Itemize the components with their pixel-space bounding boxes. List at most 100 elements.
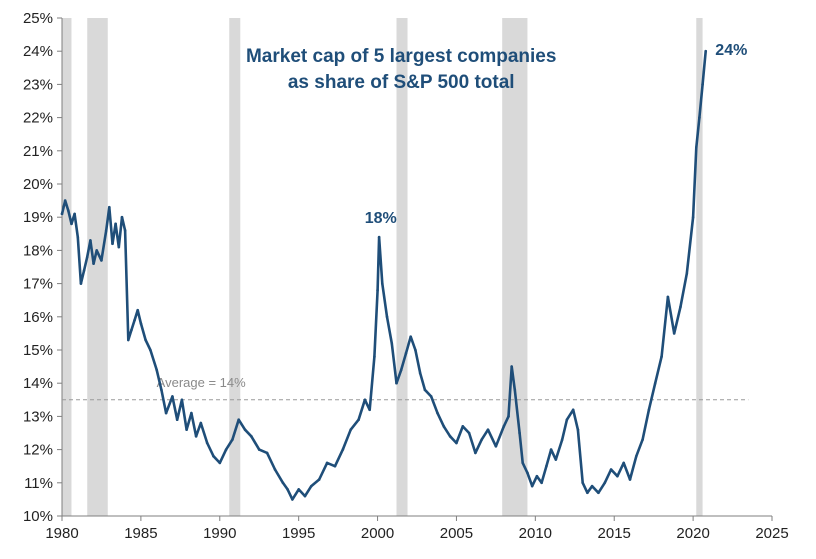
data-point [139, 322, 143, 325]
data-point [507, 415, 510, 418]
data-point [265, 451, 269, 455]
data-point [291, 498, 294, 501]
data-point [622, 461, 625, 465]
data-point [144, 338, 147, 342]
y-tick-label: 15% [23, 342, 53, 359]
x-tick-label: 1980 [45, 525, 78, 542]
data-point [455, 441, 458, 445]
data-point [647, 408, 651, 412]
data-point [100, 259, 103, 262]
recession-band [229, 18, 241, 516]
data-point [660, 355, 663, 358]
data-point [67, 209, 70, 212]
data-point [628, 478, 632, 481]
y-tick-label: 23% [23, 76, 53, 93]
recession-band [696, 18, 703, 516]
data-point [571, 408, 575, 412]
y-tick-label: 14% [23, 375, 53, 392]
y-tick-label: 12% [23, 442, 53, 459]
data-point [380, 282, 384, 285]
y-tick-label: 25% [23, 10, 53, 27]
recession-band [502, 18, 528, 516]
data-point [224, 448, 228, 451]
data-point [409, 335, 412, 339]
data-point [212, 454, 215, 458]
data-point [704, 49, 708, 53]
data-point [423, 388, 427, 392]
data-point [117, 245, 121, 249]
chart-title-line: as share of S&P 500 total [288, 72, 515, 93]
data-point [513, 388, 517, 392]
y-tick-label: 24% [23, 43, 53, 60]
data-point [590, 484, 594, 488]
y-tick-label: 22% [23, 110, 53, 127]
average-line-group: Average = 14% [62, 375, 749, 401]
data-point [535, 474, 539, 478]
data-point [218, 461, 222, 465]
data-point [92, 262, 95, 265]
y-tick-label: 11% [24, 475, 53, 492]
axes: 10% 11% 12% 13% 14% 15% 16% 17% 18% 19% 20% 21% 22% 2… [23, 10, 789, 542]
x-tick-label: 2000 [361, 525, 394, 542]
data-point [502, 425, 506, 428]
data-point [349, 428, 353, 431]
data-point [616, 474, 619, 478]
data-point [63, 199, 67, 202]
data-point [480, 438, 483, 441]
data-point [317, 478, 321, 481]
data-point [136, 308, 140, 312]
data-point [114, 222, 117, 226]
data-point [474, 451, 477, 455]
data-point [461, 425, 465, 428]
chart-title-line: Market cap of 5 largest companies [246, 46, 556, 67]
recession-band [87, 18, 108, 516]
y-tick-label: 17% [23, 276, 53, 293]
data-point [333, 464, 337, 468]
data-point [399, 368, 403, 372]
data-point [185, 428, 188, 431]
x-tick-label: 2020 [676, 525, 709, 542]
data-point [395, 381, 398, 385]
data-point [82, 269, 86, 272]
data-point [149, 348, 152, 352]
data-point [685, 272, 689, 275]
x-tick-label: 1985 [124, 525, 157, 542]
data-point [164, 411, 168, 415]
data-point [436, 411, 439, 415]
x-tick-label: 1990 [203, 525, 236, 542]
data-point [701, 83, 704, 86]
data-point [76, 235, 80, 239]
data-point [175, 418, 179, 422]
data-point [540, 481, 543, 485]
data-point [231, 438, 234, 441]
data-point [70, 222, 73, 226]
recession-band [62, 18, 72, 516]
data-point [549, 448, 553, 451]
data-point [385, 315, 389, 319]
y-tick-label: 18% [23, 242, 53, 259]
recession-bands [62, 18, 703, 516]
data-point [448, 435, 452, 438]
data-point [250, 435, 253, 438]
data-point [104, 229, 108, 232]
data-point [120, 215, 124, 219]
data-point [679, 305, 682, 309]
data-point [666, 295, 670, 299]
data-point [486, 428, 490, 431]
data-point [698, 116, 701, 119]
data-point [297, 488, 300, 491]
x-tick-label: 2015 [598, 525, 631, 542]
data-point [418, 371, 422, 375]
data-point [171, 395, 174, 398]
data-point [641, 438, 644, 441]
y-tick-label: 20% [23, 176, 53, 193]
x-tick-label: 1995 [282, 525, 315, 542]
data-point [160, 388, 163, 392]
data-point [597, 491, 600, 495]
data-point [373, 355, 376, 358]
data-point [554, 458, 558, 461]
data-point [526, 471, 529, 475]
data-point [111, 242, 114, 246]
data-point [581, 481, 584, 485]
